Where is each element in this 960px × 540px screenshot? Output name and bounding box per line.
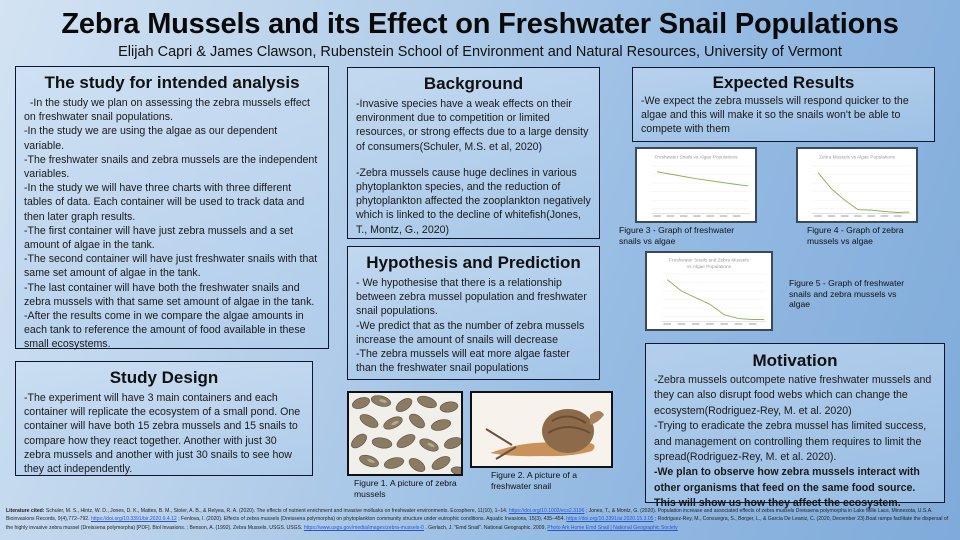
motivation-heading: Motivation [752, 351, 838, 370]
poster-authors: Elijah Capri & James Clawson, Rubenstein… [118, 44, 842, 60]
line-chart: Freshwater Snails vs Algae Populations [651, 154, 750, 217]
figure-4-caption: Figure 4 - Graph of zebra mussels vs alg… [807, 225, 904, 246]
mussels-image-icon [351, 395, 461, 474]
hypothesis-line: - We hypothesise that there is a relatio… [356, 277, 587, 318]
figure-5-caption: Figure 5 - Graph of freshwater snails an… [789, 278, 905, 309]
figure-5-chart: Freshwater Snails and Zebra Mussels vs A… [645, 251, 773, 331]
motivation-line: -Trying to eradicate the zebra mussel ha… [654, 420, 927, 464]
motivation-line: -We plan to observe how zebra mussels in… [654, 466, 920, 510]
study-line: -In the study we will have three charts … [24, 182, 305, 223]
zebra-mussels-photo [347, 391, 463, 476]
references-label: Literature cited: [6, 508, 45, 514]
svg-text:Freshwater Snails and Zebra Mu: Freshwater Snails and Zebra Mussels [669, 258, 749, 264]
series-line [657, 171, 749, 187]
reference-link[interactable]: https://doi.org/10.3391/ai.2020.15.3.05 [566, 516, 654, 523]
chart-title: Zebra Mussels vs Algae Populations [819, 154, 896, 160]
motivation-panel: Motivation -Zebra mussels outcompete nat… [645, 343, 945, 509]
study-line: -The second container will have just fre… [24, 253, 318, 280]
reference-link[interactable]: https://www.usgs.gov/media/images/zebra-… [303, 524, 424, 531]
background-panel: Background -Invasive species have a weak… [347, 67, 600, 239]
design-heading: Study Design [109, 368, 219, 387]
series-line [666, 279, 765, 320]
background-para: -Zebra mussels cause huge declines in va… [356, 166, 591, 236]
reference-text: ; Jones, T., & Montz, G. (2020). Populat… [6, 508, 933, 523]
line-chart: Zebra Mussels vs Algae Populations [812, 154, 911, 217]
literature-cited: Literature cited: Schuler, M. S., Hintz,… [6, 507, 956, 532]
motivation-line: -Zebra mussels outcompete native freshwa… [654, 374, 932, 417]
study-line: -The freshwater snails and zebra mussels… [24, 153, 318, 181]
hypothesis-heading: Hypothesis and Prediction [366, 253, 581, 272]
design-text: -The experiment will have 3 main contain… [24, 392, 301, 476]
chart-title: Freshwater Snails vs Algae Populations [655, 154, 739, 160]
expected-text: -We expect the zebra mussels will respon… [641, 95, 909, 136]
study-design-panel: Study Design -The experiment will have 3… [15, 361, 313, 476]
snail-photo [470, 391, 613, 468]
line-chart: Freshwater Snails and Zebra Mussels vs A… [661, 258, 766, 325]
reference-link[interactable]: https://doi.org/10.3391/bir.2020.9.4.12 [90, 516, 177, 523]
figure-4-chart: Zebra Mussels vs Algae Populations [796, 147, 918, 223]
background-para: -Invasive species have a weak effects on… [356, 98, 589, 153]
reference-text: Schuler, M. S., Hintz, W. D., Jones, D. … [45, 508, 508, 514]
hypothesis-line: -We predict that as the number of zebra … [356, 319, 585, 346]
figure-2-caption: Figure 2. A picture of a freshwater snai… [491, 470, 577, 491]
snail-image-icon [485, 409, 604, 460]
expected-heading: Expected Results [712, 73, 855, 92]
hypothesis-panel: Hypothesis and Prediction - We hypothesi… [347, 246, 600, 380]
reference-text: . Gerlach, J. "Emd Snail". National Geog… [425, 524, 546, 531]
study-heading: The study for intended analysis [44, 73, 300, 92]
poster-title: Zebra Mussels and its Effect on Freshwat… [61, 8, 899, 40]
background-heading: Background [423, 74, 524, 93]
study-line: -The first container will have just zebr… [24, 224, 294, 252]
study-line: -In the study we are using the algae as … [24, 125, 278, 152]
figure-3-caption: Figure 3 - Graph of freshwater snails vs… [619, 225, 735, 246]
reference-link[interactable]: Photo Ark Home Emd Snail | National Geog… [547, 524, 678, 531]
study-line: -After the results come in we compare th… [24, 310, 306, 351]
series-line [817, 172, 910, 213]
figure-1-caption: Figure 1. A picture of zebra mussels [354, 478, 457, 499]
study-line: -The last container will have both the f… [24, 281, 315, 308]
figure-3-chart: Freshwater Snails vs Algae Populations [635, 147, 757, 223]
reference-link[interactable]: https://doi.org/10.1002/ecs2.3196 [508, 508, 585, 514]
hypothesis-line: -The zebra mussels will eat more algae f… [356, 348, 570, 375]
expected-results-panel: Expected Results -We expect the zebra mu… [632, 67, 935, 142]
study-line: -In the study we plan on assessing the z… [24, 97, 313, 124]
reference-text: ; Fenlova, I. (2020). Effects of zebra m… [178, 516, 565, 523]
reference-text: ; Rodriguez-Rey, M., Consuegra, S., Borg… [6, 516, 949, 531]
svg-text:vs Algae Populations: vs Algae Populations [687, 264, 732, 270]
study-panel: The study for intended analysis -In the … [15, 66, 329, 351]
